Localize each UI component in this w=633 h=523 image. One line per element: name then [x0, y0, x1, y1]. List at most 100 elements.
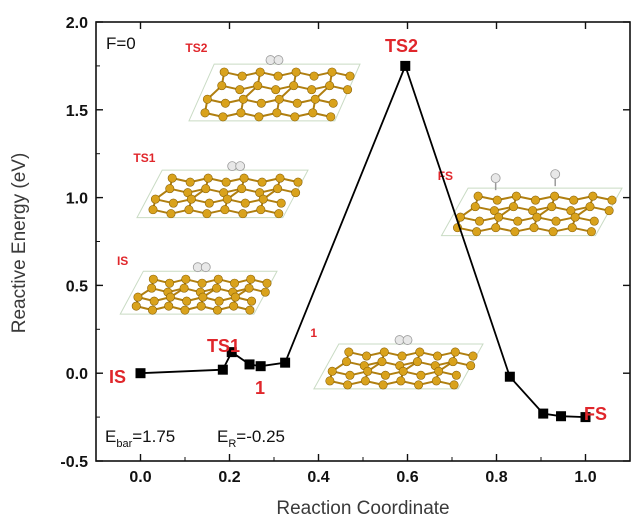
carbon-atom [434, 366, 444, 376]
carbon-atom [256, 98, 266, 108]
carbon-atom [433, 351, 443, 361]
carbon-atom [276, 198, 286, 208]
carbon-atom [237, 71, 247, 81]
inset-label: TS1 [133, 151, 155, 165]
carbon-atom [473, 191, 483, 201]
carbon-atom [345, 71, 355, 81]
carbon-atom [165, 184, 175, 194]
carbon-atom [181, 274, 191, 284]
carbon-atom [307, 85, 317, 95]
y-tick-label: 1.5 [66, 103, 88, 120]
carbon-atom [451, 370, 461, 380]
carbon-atom [396, 376, 406, 386]
carbon-atom [362, 351, 372, 361]
carbon-atom [148, 274, 158, 284]
carbon-atom [327, 366, 337, 376]
carbon-atom [547, 202, 557, 212]
axis-ticks: 0.0 0.2 0.4 0.6 0.8 1.0 -0.5 0.0 0.5 1.0 1.5 2.0 [60, 15, 631, 486]
y-tick-label: 1.0 [66, 191, 88, 208]
y-tick-label: -0.5 [60, 454, 88, 471]
carbon-atom [379, 347, 389, 357]
data-point [400, 60, 411, 71]
carbon-atom [230, 278, 240, 288]
carbon-atom [532, 212, 542, 222]
carbon-atom [513, 216, 523, 226]
carbon-atom [604, 206, 614, 216]
carbon-atom [289, 81, 299, 91]
carbon-atom [378, 380, 388, 390]
carbon-atom [607, 195, 617, 205]
carbon-atom [165, 278, 175, 288]
plot-frame [95, 21, 631, 462]
inset-label: 1 [310, 326, 317, 340]
carbon-atom [221, 177, 231, 187]
state-label: TS1 [207, 336, 240, 356]
carbon-atom [412, 357, 422, 367]
carbon-atom [150, 194, 160, 204]
hydrogen-atom [235, 161, 246, 172]
carbon-atom [468, 351, 478, 361]
data-point [255, 361, 266, 372]
data-point [244, 359, 255, 370]
carbon-atom [589, 216, 599, 226]
carbon-atom [197, 278, 207, 288]
carbon-atom [166, 209, 176, 219]
carbon-atom [363, 366, 373, 376]
carbon-atom [239, 173, 249, 183]
hydrogen-atom [550, 169, 561, 180]
carbon-atom [360, 376, 370, 386]
carbon-atom [416, 370, 426, 380]
carbon-atom [214, 296, 224, 306]
carbon-atom [220, 98, 230, 108]
carbon-atom [230, 292, 240, 302]
carbon-atom [260, 287, 270, 297]
carbon-atom [293, 177, 303, 187]
state-label: FS [584, 404, 607, 424]
barrier-energy-value: =1.75 [132, 427, 175, 446]
carbon-atom [530, 195, 540, 205]
carbon-atom [470, 202, 480, 212]
carbon-atom [325, 81, 335, 91]
x-tick-label: 0.6 [396, 469, 418, 486]
structure-inset: FS [438, 169, 623, 237]
carbon-atom [131, 301, 141, 311]
carbon-atom [165, 292, 175, 302]
carbon-atom [377, 357, 387, 367]
x-axis-title: Reaction Coordinate [276, 498, 449, 519]
carbon-atom [244, 283, 254, 293]
carbon-atom [219, 67, 229, 77]
carbon-atom [256, 205, 266, 215]
carbon-atom [508, 202, 518, 212]
barrier-energy-symbol: E [105, 427, 116, 446]
carbon-atom [212, 283, 222, 293]
carbon-atom [255, 67, 265, 77]
carbon-atom [310, 94, 320, 104]
inset-label: TS2 [185, 41, 207, 55]
y-tick-label: 2.0 [66, 15, 88, 32]
carbon-atom [345, 370, 355, 380]
carbon-atom [185, 177, 195, 187]
carbon-atom [491, 223, 501, 233]
carbon-atom [510, 227, 520, 237]
hydrogen-atom [273, 55, 284, 65]
data-point [135, 368, 146, 379]
data-point [504, 371, 515, 382]
carbon-atom [229, 301, 239, 311]
hydrogen-atom [490, 173, 501, 184]
carbon-atom [414, 380, 424, 390]
carbon-atom [182, 296, 192, 306]
carbon-atom [342, 357, 352, 367]
carbon-atom [180, 305, 190, 315]
data-point [556, 411, 567, 422]
carbon-atom [449, 380, 459, 390]
carbon-atom [253, 81, 263, 91]
structure-inset: 1 [310, 326, 484, 390]
carbon-atom [292, 98, 302, 108]
reaction-energy-subscript: R [228, 438, 236, 450]
carbon-atom [291, 188, 301, 198]
data-point [580, 412, 591, 423]
carbon-atom [235, 85, 245, 95]
carbon-atom [201, 184, 211, 194]
structure-insets: TS2 TS1 IS 1 FS [117, 41, 623, 390]
